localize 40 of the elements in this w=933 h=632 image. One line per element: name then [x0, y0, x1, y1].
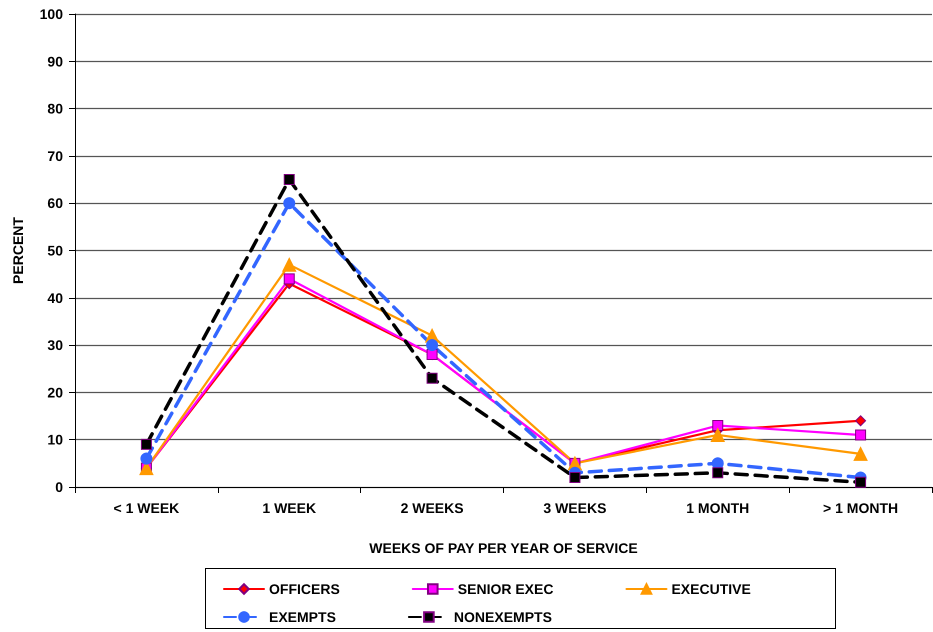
x-tick-label: 2 WEEKS	[400, 500, 464, 516]
point	[710, 428, 725, 442]
legend-label: NONEXEMPTS	[454, 609, 552, 625]
legend-label: SENIOR EXEC	[458, 581, 554, 597]
x-axis-title: WEEKS OF PAY PER YEAR OF SERVICE	[369, 540, 638, 556]
y-tick-label: 20	[47, 384, 64, 400]
point	[140, 438, 152, 450]
point	[712, 467, 724, 478]
y-tick-label: 100	[40, 6, 64, 22]
legend-label: OFFICERS	[269, 581, 340, 597]
x-tick-label: < 1 WEEK	[114, 500, 180, 516]
y-tick-label: 10	[47, 432, 64, 448]
point	[569, 472, 580, 484]
point	[712, 420, 724, 432]
y-tick-label: 40	[47, 290, 64, 306]
legend-label: EXEMPTS	[269, 609, 336, 625]
y-tick-label: 30	[47, 337, 64, 354]
point	[284, 273, 295, 284]
point	[140, 452, 152, 465]
point	[426, 372, 438, 384]
point	[284, 174, 295, 186]
point	[855, 415, 866, 426]
y-tick-label: 50	[47, 242, 64, 258]
point	[283, 197, 296, 210]
point	[855, 476, 866, 488]
x-tick-label: 1 MONTH	[686, 500, 750, 516]
point	[854, 446, 868, 461]
point	[855, 429, 866, 440]
y-axis-title: PERCENT	[10, 216, 26, 284]
x-tick-label: 3 WEEKS	[543, 500, 606, 516]
x-tick-label: > 1 MONTH	[823, 500, 898, 516]
y-tick-label: 70	[47, 148, 64, 164]
legend-label: EXECUTIVE	[671, 581, 751, 597]
y-tick-label: 90	[47, 53, 64, 70]
y-tick-label: 0	[55, 479, 64, 495]
point	[282, 258, 296, 272]
x-tick-label: 1 WEEK	[262, 500, 316, 516]
y-tick-label: 60	[47, 195, 64, 212]
y-tick-label: 80	[47, 100, 64, 117]
point	[426, 339, 438, 352]
